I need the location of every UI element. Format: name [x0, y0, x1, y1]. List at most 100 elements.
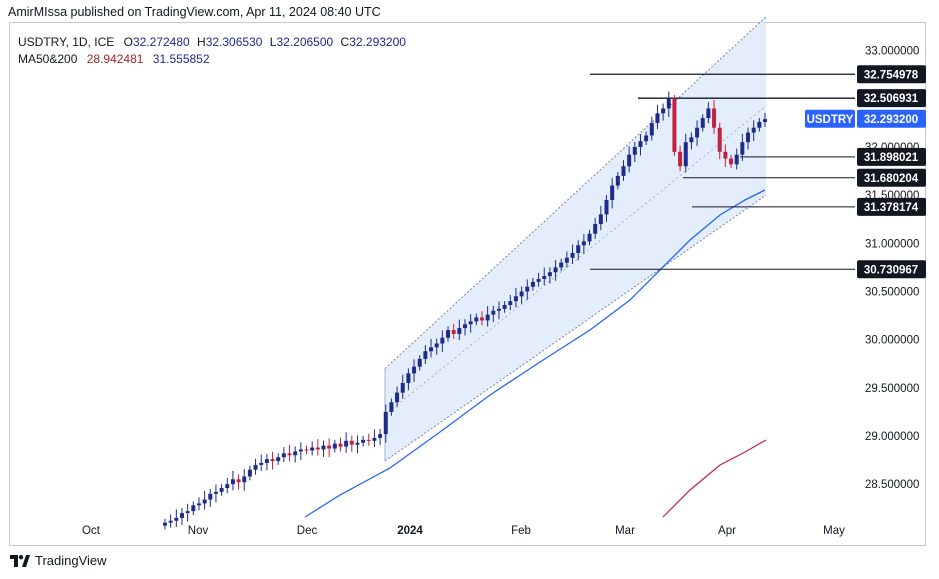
candle-body	[542, 276, 547, 279]
candle-body	[276, 457, 281, 462]
symbol-tag-label: USDTRY	[807, 114, 854, 126]
candle-body	[576, 245, 581, 253]
candle-body	[734, 154, 739, 165]
candle-body	[174, 517, 179, 521]
candle-body	[661, 108, 666, 114]
candle-body	[423, 351, 428, 359]
y-tick-label: 28.500000	[865, 479, 919, 491]
high-value: 32.306530	[205, 35, 263, 49]
level-price-tag	[857, 168, 926, 187]
candle-body	[338, 443, 343, 447]
x-axis: Oct Nov Dec 2024 Feb Mar Apr May	[82, 525, 845, 537]
candle-body	[412, 366, 417, 374]
candle-body	[479, 317, 484, 321]
open-label: O	[123, 35, 133, 49]
candle-body	[683, 142, 688, 167]
candle-body	[593, 224, 598, 234]
last-price-tag-label: 32.293200	[864, 114, 918, 126]
candle-body	[344, 440, 349, 447]
x-tick-label: 2024	[397, 525, 423, 537]
candle-body	[666, 98, 671, 109]
level-price-tag-label: 31.378174	[864, 202, 919, 214]
candle-body	[253, 464, 258, 470]
candle-body	[491, 310, 496, 315]
candle-body	[672, 98, 677, 152]
level-price-tag	[857, 147, 926, 166]
y-tick-label: 29.000000	[865, 431, 919, 443]
candle-body	[519, 291, 524, 297]
candle-body	[474, 317, 479, 322]
low-value: 32.206500	[276, 35, 334, 49]
level-price-tag-label: 30.730967	[864, 264, 918, 276]
candle-body	[355, 442, 360, 445]
low-label: L	[269, 35, 277, 49]
candle-body	[163, 522, 167, 526]
candle-body	[264, 459, 269, 463]
x-tick-label: Mar	[615, 525, 635, 537]
x-tick-label: Apr	[718, 525, 736, 537]
y-tick-label: 29.500000	[865, 383, 919, 395]
x-tick-label: Nov	[188, 525, 209, 537]
candle-body	[247, 469, 252, 477]
candle-body	[723, 151, 728, 159]
symbol-tag	[805, 109, 855, 128]
candle-body	[712, 108, 717, 128]
candle-body	[434, 343, 439, 348]
candle-body	[644, 135, 649, 142]
candle-body	[196, 503, 201, 506]
candle-body	[185, 511, 190, 514]
candle-body	[615, 175, 620, 186]
candlesticks	[163, 91, 767, 530]
last-price-tag	[857, 109, 926, 128]
candle-body	[468, 321, 473, 325]
candle-body	[281, 453, 286, 458]
candle-body	[321, 445, 326, 450]
price-tags: 32.754978 32.506931 31.898021 31.680204 31.3…	[805, 65, 926, 279]
candle-body	[219, 488, 224, 492]
candle-body	[553, 267, 558, 273]
candle-body	[717, 127, 722, 152]
channel-mid-line	[384, 105, 767, 416]
candle-body	[502, 304, 507, 309]
candle-body	[706, 108, 711, 119]
candle-body	[570, 252, 575, 258]
level-price-tag	[857, 197, 926, 216]
channel-lower-line	[384, 194, 767, 462]
candle-body	[632, 147, 637, 155]
candle-body	[417, 358, 422, 367]
x-tick-label: Feb	[511, 525, 531, 537]
x-tick-label: Oct	[82, 525, 101, 537]
candle-body	[349, 440, 354, 445]
candle-body	[525, 286, 530, 292]
candle-body	[700, 118, 705, 128]
candle-body	[638, 141, 643, 147]
candle-body	[361, 439, 366, 443]
channel-upper-line	[384, 16, 767, 369]
candle-body	[332, 443, 337, 449]
candle-body	[298, 449, 303, 452]
candle-body	[383, 411, 388, 435]
candle-body	[559, 262, 564, 268]
candle-body	[406, 373, 411, 384]
candle-body	[378, 434, 383, 438]
candle-body	[213, 491, 218, 494]
candle-body	[678, 151, 683, 167]
tradingview-logo[interactable]: TradingView	[10, 553, 107, 568]
candle-body	[649, 122, 654, 136]
level-price-tag-label: 31.898021	[864, 152, 919, 164]
candle-body	[389, 402, 394, 412]
candle-body	[751, 127, 756, 133]
candle-body	[463, 324, 467, 329]
level-price-tag-label: 31.680204	[864, 173, 919, 185]
candle-body	[179, 513, 184, 518]
candle-body	[695, 127, 700, 138]
candle-body	[587, 233, 592, 242]
close-value: 32.293200	[349, 35, 406, 49]
candle-body	[757, 121, 762, 128]
candle-body	[327, 445, 332, 449]
candle-body	[581, 241, 586, 246]
candle-body	[564, 257, 569, 263]
candle-body	[191, 505, 196, 512]
candle-body	[446, 330, 451, 338]
